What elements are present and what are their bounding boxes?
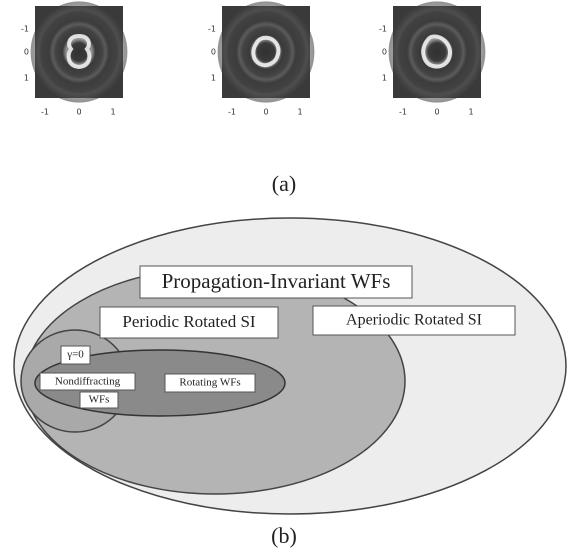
panel: -1 0 1 -1 0 1	[379, 1, 485, 116]
nondiffracting-label: WFs	[89, 394, 110, 406]
rotating-label: Rotating WFs	[179, 377, 240, 389]
nondiffracting-label: Nondiffracting	[55, 376, 121, 388]
panels: -1 0 1 -1 0 1 -1 0 1 -1 0 1 -1 0 1 -1 0 1	[21, 1, 485, 116]
x-tick-label: -1	[228, 108, 236, 117]
x-tick-label: -1	[41, 108, 49, 117]
x-tick-label: 1	[110, 108, 115, 117]
caption-b: (b)	[271, 523, 297, 548]
caption-a: (a)	[272, 171, 296, 196]
x-tick-label: 1	[468, 108, 473, 117]
x-tick-label: 0	[263, 108, 268, 117]
aperiodic-label: Aperiodic Rotated SI	[346, 312, 482, 329]
panel-rings	[218, 1, 315, 102]
gamma-label: γ=0	[66, 349, 84, 361]
panel: -1 0 1 -1 0 1	[208, 1, 314, 116]
x-tick-label: 0	[76, 108, 81, 117]
panel: -1 0 1 -1 0 1	[21, 1, 127, 116]
y-tick-label: -1	[208, 25, 216, 34]
panel-rings	[389, 1, 486, 102]
x-tick-label: -1	[399, 108, 407, 117]
panel-rings	[31, 1, 128, 102]
periodic-label: Periodic Rotated SI	[122, 312, 255, 331]
y-tick-label: 1	[382, 74, 387, 83]
x-tick-label: 0	[434, 108, 439, 117]
y-tick-label: 0	[24, 48, 29, 57]
outer-label: Propagation-Invariant WFs	[162, 269, 391, 293]
venn-diagram: Propagation-Invariant WFs Periodic Rotat…	[14, 218, 566, 514]
y-tick-label: -1	[21, 25, 29, 34]
y-tick-label: 0	[382, 48, 387, 57]
y-tick-label: 1	[211, 74, 216, 83]
y-tick-label: 1	[24, 74, 29, 83]
y-tick-label: 0	[211, 48, 216, 57]
x-tick-label: 1	[297, 108, 302, 117]
figure: -1 0 1 -1 0 1 -1 0 1 -1 0 1 -1 0 1 -1 0 1 (a) Propagation…	[0, 0, 569, 553]
y-tick-label: -1	[379, 25, 387, 34]
